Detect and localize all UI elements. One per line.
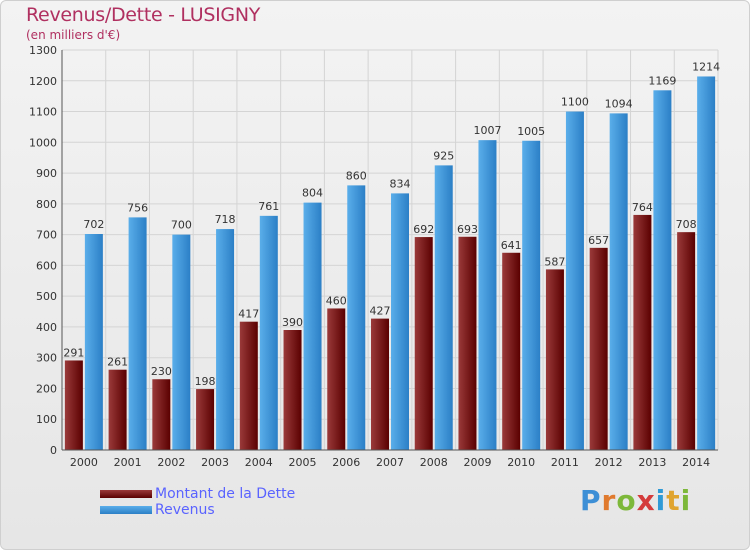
x-tick-label: 2012 <box>595 456 623 469</box>
y-tick-label: 0 <box>50 444 57 457</box>
bar-revenus <box>303 202 322 450</box>
data-label-dette: 390 <box>282 316 303 329</box>
bar-dette <box>545 269 564 450</box>
data-label-revenus: 925 <box>433 149 454 162</box>
data-label-revenus: 834 <box>390 177 411 190</box>
bar-revenus <box>391 193 409 450</box>
legend-swatch-revenus <box>100 506 152 514</box>
data-label-dette: 657 <box>588 234 609 247</box>
x-tick-label: 2014 <box>682 456 710 469</box>
bar-dette <box>458 236 477 450</box>
data-label-dette: 198 <box>195 375 216 388</box>
y-tick-label: 700 <box>36 229 57 242</box>
data-label-dette: 587 <box>544 255 565 268</box>
y-tick-label: 800 <box>36 198 57 211</box>
y-tick-label: 200 <box>36 382 57 395</box>
y-tick-label: 500 <box>36 290 57 303</box>
x-tick-label: 2001 <box>114 456 142 469</box>
bar-revenus <box>172 234 191 450</box>
bar-revenus <box>697 76 716 450</box>
bar-revenus <box>653 90 672 451</box>
data-label-revenus: 1214 <box>692 60 720 73</box>
x-tick-label: 2003 <box>201 456 229 469</box>
x-tick-label: 2010 <box>507 456 535 469</box>
x-tick-label: 2005 <box>289 456 317 469</box>
y-tick-label: 400 <box>36 321 57 334</box>
y-tick-label: 900 <box>36 167 57 180</box>
data-label-dette: 641 <box>501 239 522 252</box>
bar-revenus <box>347 185 366 450</box>
x-tick-label: 2000 <box>70 456 98 469</box>
bar-dette <box>633 214 652 450</box>
chart-title: Revenus/Dette - LUSIGNY <box>26 4 261 26</box>
x-tick-label: 2004 <box>245 456 273 469</box>
data-label-dette: 230 <box>151 365 172 378</box>
data-label-dette: 291 <box>63 346 84 359</box>
bar-revenus <box>478 140 497 450</box>
data-label-revenus: 702 <box>83 218 104 231</box>
data-label-dette: 708 <box>676 218 697 231</box>
legend-swatch-dette <box>100 490 152 498</box>
x-tick-label: 2009 <box>463 456 491 469</box>
data-label-dette: 261 <box>107 356 128 369</box>
bar-dette <box>414 237 433 450</box>
legend-label-revenus: Revenus <box>155 502 215 518</box>
data-label-revenus: 1169 <box>648 74 676 87</box>
bar-dette <box>327 308 346 450</box>
chart-subtitle: (en milliers d'€) <box>26 28 121 42</box>
bar-dette <box>677 232 696 450</box>
bar-revenus <box>609 113 628 450</box>
data-label-revenus: 1007 <box>473 124 501 137</box>
bar-revenus <box>216 229 235 450</box>
y-tick-label: 1200 <box>29 75 57 88</box>
data-label-dette: 460 <box>326 294 347 307</box>
data-label-revenus: 761 <box>258 200 279 213</box>
bar-dette <box>64 360 83 450</box>
x-tick-label: 2006 <box>332 456 360 469</box>
data-label-dette: 427 <box>370 305 391 318</box>
bar-dette <box>283 330 302 450</box>
x-tick-label: 2002 <box>157 456 185 469</box>
data-label-dette: 693 <box>457 223 478 236</box>
bar-revenus <box>128 217 147 450</box>
bar-revenus <box>259 215 278 450</box>
bar-dette <box>502 252 521 450</box>
y-tick-label: 1000 <box>29 136 57 149</box>
bar-dette <box>239 321 258 450</box>
bar-revenus <box>565 111 584 451</box>
x-tick-label: 2011 <box>551 456 579 469</box>
proxiti-logo: Proxiti <box>580 484 692 517</box>
bar-revenus <box>434 165 453 450</box>
x-tick-label: 2008 <box>420 456 448 469</box>
y-tick-label: 100 <box>36 413 57 426</box>
data-label-revenus: 804 <box>302 187 323 200</box>
y-tick-label: 600 <box>36 259 57 272</box>
x-tick-label: 2007 <box>376 456 404 469</box>
y-tick-label: 1100 <box>29 106 57 119</box>
y-tick-label: 300 <box>36 352 57 365</box>
data-label-dette: 692 <box>413 223 434 236</box>
y-tick-label: 1300 <box>29 44 57 57</box>
bar-revenus <box>84 234 103 450</box>
data-label-revenus: 700 <box>171 219 192 232</box>
data-label-dette: 417 <box>238 308 259 321</box>
data-label-revenus: 860 <box>346 169 367 182</box>
bar-revenus <box>522 140 541 450</box>
data-label-dette: 764 <box>632 201 653 214</box>
data-label-revenus: 718 <box>215 213 236 226</box>
bar-dette <box>371 318 389 450</box>
bar-dette <box>152 379 171 450</box>
legend-label-dette: Montant de la Dette <box>155 486 296 502</box>
bar-dette <box>108 369 127 450</box>
data-label-revenus: 1005 <box>517 125 545 138</box>
data-label-revenus: 756 <box>127 201 148 214</box>
data-label-revenus: 1100 <box>561 96 589 109</box>
x-tick-label: 2013 <box>638 456 666 469</box>
bar-dette <box>589 247 608 450</box>
bar-dette <box>196 389 215 450</box>
data-label-revenus: 1094 <box>605 97 633 110</box>
